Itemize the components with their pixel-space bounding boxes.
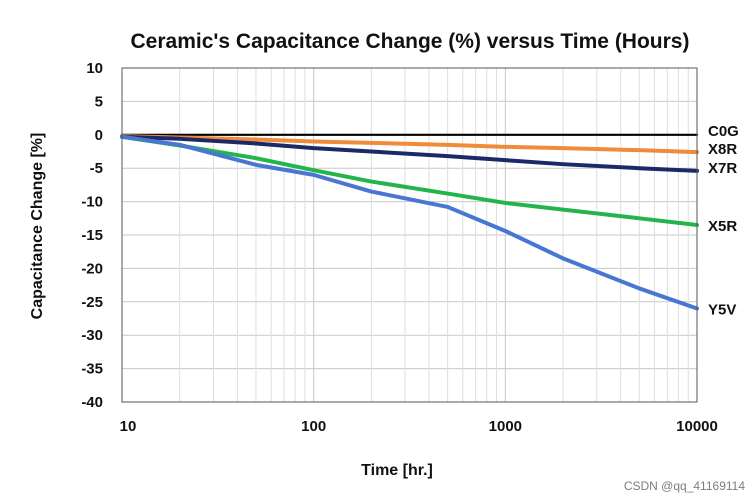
- y-tick-label: 0: [95, 127, 103, 144]
- y-tick-label: 10: [86, 60, 103, 77]
- series-label-y5v: Y5V: [708, 301, 736, 318]
- x-tick-label: 10000: [676, 418, 718, 435]
- x-axis-label: Time [hr.]: [361, 462, 433, 479]
- y-tick-label: -25: [81, 294, 103, 311]
- series-line-x7r: [120, 134, 699, 173]
- plot-frame-layer: [121, 67, 698, 403]
- y-tick-label: -5: [90, 160, 103, 177]
- y-tick-label: -15: [81, 227, 103, 244]
- series-layer: [120, 133, 699, 311]
- y-tick-label: -35: [81, 361, 103, 378]
- series-label-x8r: X8R: [708, 141, 737, 158]
- chart-title: Ceramic's Capacitance Change (%) versus …: [131, 30, 690, 53]
- series-label-c0g: C0G: [708, 123, 739, 140]
- y-tick-label: -10: [81, 194, 103, 211]
- x-tick-label: 1000: [489, 418, 522, 435]
- y-tick-label: -20: [81, 260, 103, 277]
- x-tick-label: 10: [120, 418, 137, 435]
- series-line-y5v: [120, 134, 699, 311]
- series-label-x5r: X5R: [708, 218, 737, 235]
- y-tick-label: 5: [95, 93, 103, 110]
- plot-frame: [121, 67, 698, 403]
- tick-layer: 10 5 0 -5 -10 -15 -20 -25 -30 -35 -40 10 100 1000 1000…: [81, 60, 718, 435]
- grid-layer: [121, 67, 698, 403]
- y-axis-label: Capacitance Change [%]: [29, 133, 46, 320]
- y-tick-label: -30: [81, 327, 103, 344]
- y-tick-label: -40: [81, 394, 103, 411]
- series-label-x7r: X7R: [708, 160, 737, 177]
- x-tick-label: 100: [301, 418, 326, 435]
- series-line-x5r: [120, 134, 699, 227]
- series-line-x8r: [120, 134, 699, 155]
- watermark-text: CSDN @qq_41169114: [624, 479, 745, 493]
